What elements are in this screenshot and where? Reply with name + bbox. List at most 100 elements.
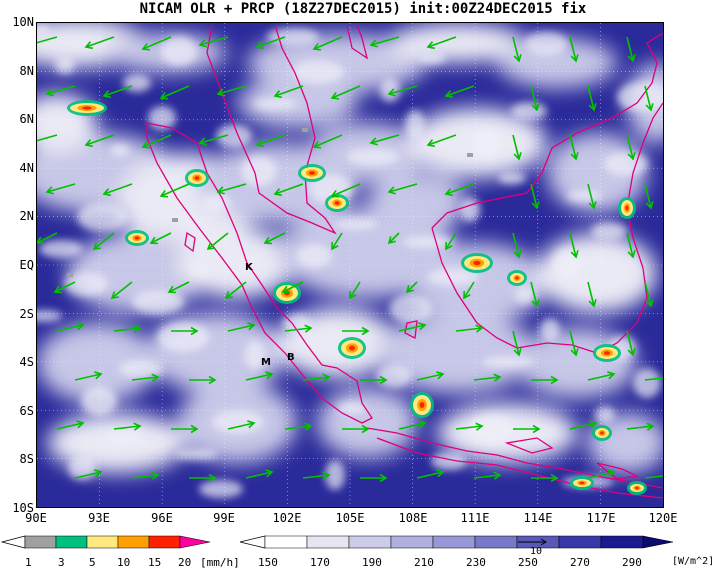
- wind-vector: [569, 36, 579, 63]
- wind-vector: [189, 375, 217, 385]
- wind-vector: [369, 134, 400, 146]
- coastline-path: [376, 437, 663, 499]
- cloud-fleck: [498, 172, 526, 184]
- wind-vector: [626, 134, 636, 161]
- wind-vector: [626, 422, 655, 431]
- lon-label-111e: 111E: [460, 511, 490, 525]
- precip-colorbar: [0, 535, 211, 549]
- wind-vector: [416, 371, 445, 381]
- wind-vector: [463, 281, 475, 300]
- wind-vector: [255, 36, 286, 50]
- precip-cell: [507, 270, 527, 286]
- wind-vector: [92, 232, 115, 250]
- wind-vector: [330, 85, 361, 100]
- wind-vector: [113, 324, 142, 333]
- wind-vector: [56, 420, 85, 430]
- cloud-fleck: [460, 198, 480, 222]
- wind-vector: [530, 85, 540, 112]
- wind-vector: [512, 232, 522, 259]
- wind-vector: [531, 375, 559, 385]
- cloud-fleck: [254, 98, 298, 110]
- wind-vector: [263, 232, 286, 245]
- cloud-fleck: [283, 314, 311, 332]
- cloud-patch: [47, 413, 187, 473]
- wind-vector: [141, 134, 172, 149]
- wind-vectors: [37, 36, 663, 483]
- lat-label-10n: 10N: [12, 15, 34, 29]
- lat-label-4s: 4S: [19, 355, 34, 369]
- precip-cells: [67, 100, 647, 495]
- precip-cell: [338, 337, 366, 359]
- olr-level-270: 270: [570, 556, 590, 569]
- wind-vector: [644, 377, 663, 381]
- lon-label-96e: 96E: [151, 511, 173, 525]
- cloud-fleck: [216, 124, 252, 148]
- wind-vector: [569, 134, 579, 161]
- precip-cell: [627, 481, 647, 495]
- wind-vector: [387, 85, 418, 97]
- lon-label-120e: 120E: [648, 511, 678, 525]
- wind-vector: [426, 134, 457, 148]
- cloud-fleck: [473, 128, 501, 158]
- cloud-fleck: [241, 156, 277, 186]
- cloud-fleck: [338, 402, 366, 414]
- wind-vector: [227, 420, 256, 430]
- lon-label-90e: 90E: [25, 511, 47, 525]
- olr-unit: [W/m^2]: [672, 556, 715, 567]
- lat-label-10s: 10S: [12, 501, 34, 515]
- lon-label-108e: 108E: [398, 511, 428, 525]
- precip-level-3: 3: [58, 556, 65, 569]
- coastline-path: [366, 427, 663, 489]
- wind-vector: [513, 424, 541, 434]
- wind-vector: [569, 420, 598, 430]
- cloud-fleck: [334, 218, 378, 230]
- cloud-fleck: [39, 240, 83, 258]
- vector-reference: [518, 538, 547, 546]
- wind-vector: [587, 85, 597, 112]
- cloud-fleck: [157, 322, 209, 352]
- wind-vector: [113, 422, 142, 431]
- cloud-patch: [377, 313, 537, 393]
- cloud-fleck: [292, 60, 344, 84]
- wind-vector: [227, 322, 256, 332]
- precip-colorbar-swatch: [86, 535, 119, 549]
- wind-vector: [455, 422, 484, 431]
- wind-vector: [45, 183, 76, 195]
- wind-vector: [53, 281, 76, 294]
- wind-vector: [349, 281, 361, 300]
- olr-level-190: 190: [362, 556, 382, 569]
- cloud-fleck: [347, 148, 399, 166]
- wind-vector: [284, 324, 313, 333]
- wind-vector: [102, 85, 133, 99]
- cloud-fleck: [77, 202, 129, 232]
- lat-label-6s: 6S: [19, 404, 34, 418]
- wind-vector: [387, 183, 418, 195]
- colorbars: 10 1 3 5 10 15 20 [mm/h] 150 170 190 210…: [0, 534, 726, 571]
- olr-colorbar-swatch: [600, 535, 644, 549]
- olr-level-170: 170: [310, 556, 330, 569]
- wind-vector: [426, 36, 457, 50]
- wind-vector: [56, 322, 85, 332]
- cloud-fleck: [119, 360, 163, 378]
- wind-vector: [45, 85, 76, 97]
- colorbar-canvas: [0, 535, 674, 549]
- wind-vector: [644, 475, 663, 479]
- wind-vector: [37, 134, 58, 142]
- cloud-fleck: [123, 74, 151, 92]
- wind-vector: [149, 232, 172, 245]
- lon-label-114e: 114E: [523, 511, 553, 525]
- cloud-fleck: [81, 386, 117, 416]
- station-label-b: B: [287, 352, 295, 363]
- cloud-patch: [247, 33, 427, 93]
- wind-vector: [569, 330, 579, 357]
- coastline-path: [206, 24, 337, 235]
- wind-vector: [587, 183, 597, 210]
- wind-vector: [398, 322, 427, 332]
- cloud-fleck: [482, 356, 534, 368]
- wind-vector: [159, 183, 190, 198]
- wind-vector: [167, 281, 190, 294]
- precip-level-20: 20: [178, 556, 192, 569]
- wind-vector: [171, 424, 199, 434]
- precip-cell: [618, 197, 636, 219]
- wind-vector: [224, 281, 247, 299]
